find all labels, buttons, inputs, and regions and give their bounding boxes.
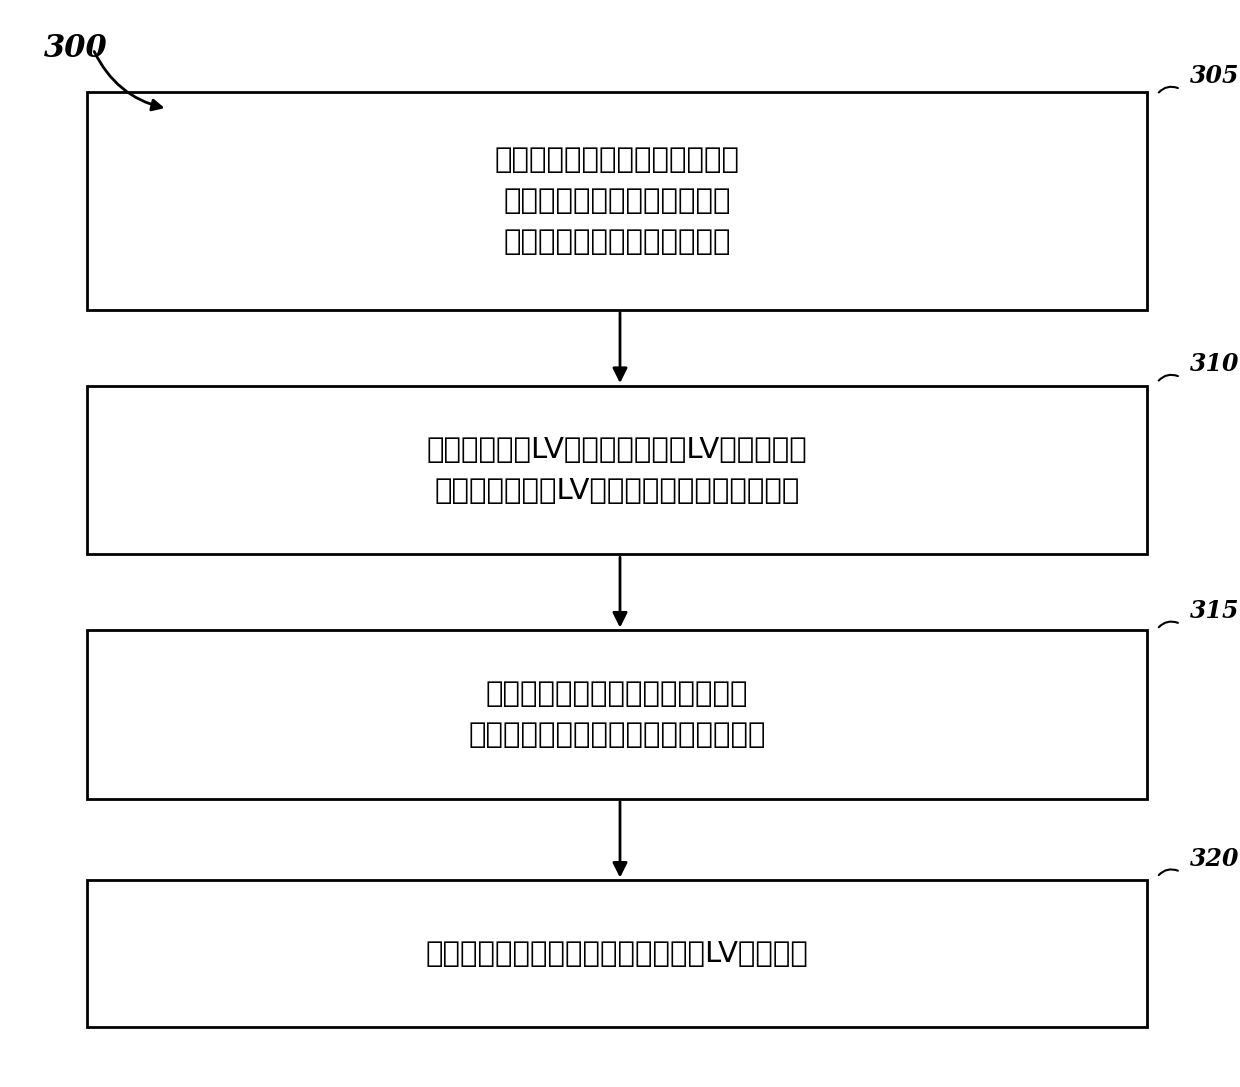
Text: 320: 320 (1190, 847, 1240, 871)
Text: 响应于确定该心脏事件而改变到第二LV起搏模式: 响应于确定该心脏事件而改变到第二LV起搏模式 (425, 940, 808, 967)
Text: 300: 300 (43, 33, 107, 64)
Bar (87, 880, 1147, 1027)
Text: 使用至少第一LV起搏通道和第二LV起搏通道，
根据第一多部位LV起搏模式来递送电脉冲能量: 使用至少第一LV起搏通道和第二LV起搏通道， 根据第一多部位LV起搏模式来递送电… (427, 436, 807, 504)
Bar (87, 630, 1147, 799)
Text: 315: 315 (1190, 599, 1240, 623)
Text: 使用感测的心脏活动信号来确定与
心脏传导路径的变化相关联的心脏事件: 使用感测的心脏活动信号来确定与 心脏传导路径的变化相关联的心脏事件 (469, 680, 765, 749)
Bar (87, 386, 1147, 554)
Text: 305: 305 (1190, 64, 1240, 88)
Text: 310: 310 (1190, 352, 1240, 376)
Text: 使用包括可植入在受试者的心房
或心室的至少一个中的电极的
感测通道来感测心脏活动信号: 使用包括可植入在受试者的心房 或心室的至少一个中的电极的 感测通道来感测心脏活动… (495, 146, 739, 257)
Bar (87, 92, 1147, 310)
